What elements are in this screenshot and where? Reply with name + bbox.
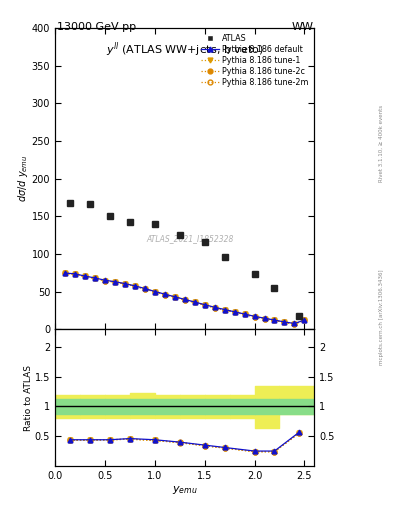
Text: 13000 GeV pp: 13000 GeV pp	[57, 22, 136, 32]
Text: Rivet 3.1.10, ≥ 400k events: Rivet 3.1.10, ≥ 400k events	[379, 105, 384, 182]
X-axis label: $y_{emu}$: $y_{emu}$	[172, 483, 198, 496]
Text: ATLAS_2021_I1852328: ATLAS_2021_I1852328	[146, 234, 233, 243]
Legend: ATLAS, Pythia 8.186 default, Pythia 8.186 tune-1, Pythia 8.186 tune-2c, Pythia 8: ATLAS, Pythia 8.186 default, Pythia 8.18…	[200, 32, 310, 89]
Y-axis label: Ratio to ATLAS: Ratio to ATLAS	[24, 365, 33, 431]
Text: WW: WW	[292, 22, 314, 32]
Text: mcplots.cern.ch [arXiv:1306.3436]: mcplots.cern.ch [arXiv:1306.3436]	[379, 270, 384, 365]
Text: $y^{ll}$ (ATLAS WW+jets, b veto): $y^{ll}$ (ATLAS WW+jets, b veto)	[106, 40, 264, 59]
Y-axis label: $d\sigma/d\ y_{emu}$: $d\sigma/d\ y_{emu}$	[16, 155, 30, 202]
